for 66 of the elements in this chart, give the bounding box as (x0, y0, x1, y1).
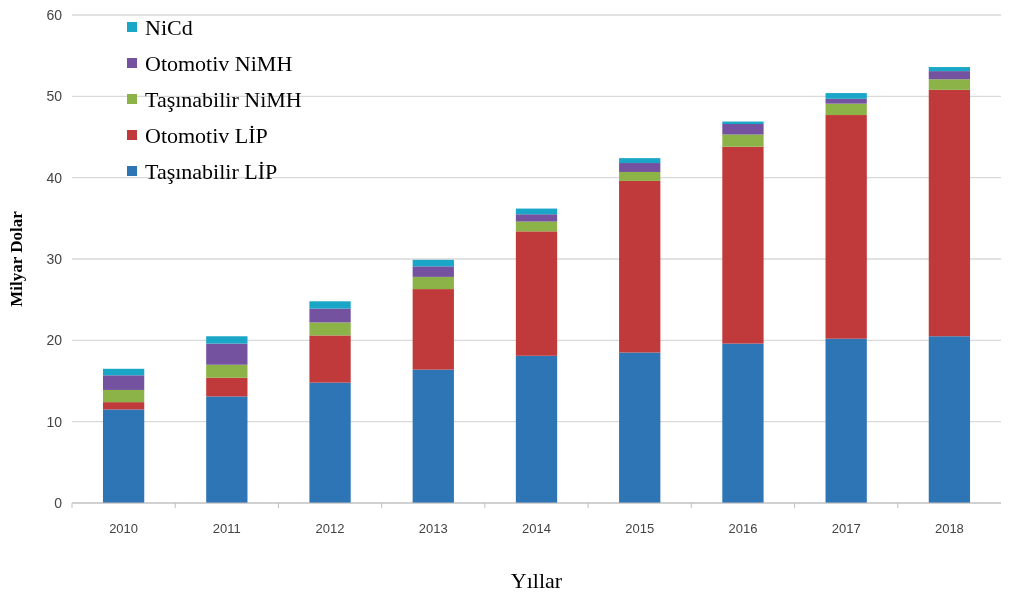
x-tick-label: 2013 (418, 521, 448, 536)
y-tick-label: 10 (46, 413, 63, 430)
legend-label: NiCd (145, 14, 193, 40)
bar (928, 336, 971, 503)
x-tick-label: 2015 (625, 521, 655, 536)
bar (206, 336, 248, 344)
bar (722, 343, 764, 503)
legend-label: Taşınabilir LİP (145, 158, 278, 184)
bar (102, 389, 145, 403)
bar (102, 368, 145, 376)
bar (928, 89, 971, 337)
bar (309, 308, 351, 323)
bar (928, 79, 971, 90)
bar (928, 71, 971, 80)
y-tick-label: 60 (46, 6, 63, 23)
bar (206, 343, 248, 365)
bar (309, 335, 351, 383)
bar (309, 322, 351, 336)
y-tick-label: 0 (54, 494, 63, 511)
bar (825, 115, 867, 339)
bar (619, 163, 661, 172)
bar (722, 123, 764, 135)
bar (825, 103, 867, 116)
bar (206, 364, 248, 378)
bar (309, 301, 351, 309)
bar (722, 134, 764, 147)
y-tick-label: 40 (46, 169, 63, 186)
x-tick-label: 2011 (212, 521, 241, 536)
bar (825, 93, 867, 99)
bar (825, 338, 867, 503)
y-axis-title: Milyar Dolar (7, 210, 26, 307)
bar (412, 289, 454, 370)
x-tick-label: 2012 (315, 521, 345, 536)
bar (515, 214, 558, 222)
bar (619, 158, 661, 164)
bar (928, 67, 971, 72)
bar (102, 402, 145, 410)
bar (206, 377, 248, 397)
x-tick-label: 2010 (109, 521, 139, 536)
bar (515, 221, 558, 232)
y-tick-label: 50 (46, 88, 63, 105)
bar (412, 266, 454, 277)
bar (825, 98, 867, 104)
x-tick-label: 2018 (934, 521, 964, 536)
bar (412, 276, 454, 290)
bar (102, 375, 145, 390)
bar (619, 171, 661, 181)
bar (515, 355, 558, 503)
legend-label: Taşınabilir NiMH (145, 86, 302, 112)
bar (722, 146, 764, 344)
bar (619, 352, 661, 503)
bar (309, 382, 351, 503)
x-tick-label: 2014 (522, 521, 551, 536)
y-tick-label: 30 (46, 250, 63, 267)
bar (206, 396, 248, 503)
x-tick-label: 2017 (831, 521, 861, 536)
legend-label: Otomotiv NiMH (145, 50, 293, 76)
x-tick-label: 2016 (728, 521, 758, 536)
x-axis-title: Yıllar (510, 568, 563, 593)
bar (619, 180, 661, 353)
bar (412, 369, 454, 503)
bar (515, 231, 558, 356)
bar (412, 259, 454, 267)
bar (102, 409, 145, 503)
legend-label: Otomotiv LİP (145, 122, 268, 148)
y-tick-label: 20 (46, 332, 63, 349)
